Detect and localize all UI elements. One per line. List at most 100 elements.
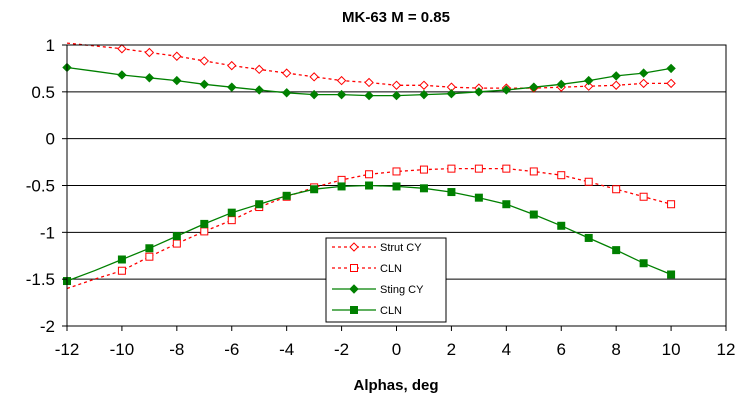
legend-label-1: Strut CY	[380, 242, 422, 254]
data-point-4-cln	[365, 181, 374, 190]
y-tick-label: 0.5	[31, 83, 55, 102]
data-point-4-cln	[392, 182, 401, 191]
data-point-3-sting-cy	[529, 82, 539, 92]
legend-label-3: Sting CY	[380, 284, 424, 296]
data-point-4-cln	[419, 184, 428, 193]
data-point-1-strut-cy	[199, 56, 209, 66]
legend-marker-3	[349, 284, 359, 294]
data-point-3-sting-cy	[611, 71, 621, 81]
data-point-4-cln	[337, 182, 346, 191]
data-point-4-cln	[502, 200, 511, 209]
data-point-4-cln	[639, 259, 648, 268]
data-point-3-sting-cy	[584, 75, 594, 86]
data-point-3-sting-cy	[117, 70, 127, 80]
data-point-3-sting-cy	[227, 82, 237, 92]
data-point-3-sting-cy	[391, 90, 402, 101]
data-point-3-sting-cy	[556, 79, 566, 90]
data-point-3-sting-cy	[309, 89, 319, 100]
data-point-2-cln	[392, 167, 401, 176]
legend-label-2: CLN	[380, 263, 402, 275]
data-point-2-cln	[502, 164, 511, 173]
data-point-3-sting-cy	[144, 73, 155, 83]
data-point-3-sting-cy	[638, 68, 649, 78]
data-point-3-sting-cy	[474, 87, 484, 97]
data-point-4-cln	[667, 270, 676, 279]
x-tick-label: -4	[279, 340, 294, 359]
data-point-1-strut-cy	[611, 80, 621, 90]
data-point-3-sting-cy	[199, 79, 209, 90]
data-point-2-cln	[667, 200, 676, 209]
data-point-1-strut-cy	[364, 77, 374, 88]
y-tick-label: -1	[40, 223, 55, 242]
x-tick-label: -12	[55, 340, 80, 359]
x-tick-label: -6	[224, 340, 239, 359]
data-point-4-cln	[612, 246, 621, 255]
legend-marker-1	[349, 242, 359, 252]
data-point-3-sting-cy	[172, 75, 182, 86]
data-point-2-cln	[557, 171, 566, 180]
legend-marker-2	[350, 264, 358, 272]
x-tick-label: 2	[447, 340, 456, 359]
data-point-4-cln	[172, 232, 181, 241]
data-point-3-sting-cy	[501, 85, 512, 95]
y-tick-label: -2	[40, 317, 55, 336]
legend-box	[325, 237, 447, 323]
x-axis-label: Alphas, deg	[353, 377, 438, 394]
data-point-2-cln	[200, 227, 209, 236]
series-line-1-strut-cy	[66, 42, 672, 89]
data-point-4-cln	[310, 185, 319, 194]
data-point-4-cln	[200, 219, 209, 228]
legend-entries: Strut CY CLN Sting CY CLN	[332, 242, 424, 317]
x-tick-label: -10	[110, 340, 135, 359]
data-point-4-cln	[529, 210, 538, 219]
data-point-2-cln	[365, 170, 374, 179]
y-tick-label: 1	[46, 36, 55, 55]
data-point-1-strut-cy	[281, 68, 292, 78]
series-line-2-cln	[66, 167, 672, 290]
legend: Strut CY CLN Sting CY CLN	[325, 237, 447, 323]
data-point-1-strut-cy	[172, 51, 182, 61]
x-tick-label: 0	[392, 340, 401, 359]
data-point-3-sting-cy	[336, 89, 347, 100]
data-point-4-cln	[117, 255, 126, 264]
chart-title: MK-63 M = 0.85	[342, 9, 450, 26]
x-tick-labels: -12 -10 -8 -6 -4 -2 0 2 4 6 8 10 12	[55, 340, 736, 359]
data-point-3-sting-cy	[254, 85, 264, 95]
data-point-3-sting-cy	[364, 90, 374, 101]
data-point-1-strut-cy	[336, 75, 347, 86]
data-point-2-cln	[337, 175, 346, 184]
x-tick-label: 4	[502, 340, 511, 359]
data-point-4-cln	[447, 188, 456, 197]
x-tick-label: -8	[169, 340, 184, 359]
data-point-1-strut-cy	[144, 47, 155, 58]
x-tick-label: 8	[611, 340, 620, 359]
data-point-4-cln	[557, 221, 566, 230]
data-point-2-cln	[227, 216, 236, 225]
axes	[62, 44, 727, 331]
legend-marker-4	[350, 306, 358, 314]
data-point-3-sting-cy	[281, 88, 292, 98]
data-point-4-cln	[584, 233, 593, 242]
y-tick-label: 0	[46, 130, 55, 149]
data-point-4-cln	[227, 208, 236, 217]
data-point-1-strut-cy	[391, 80, 402, 90]
x-tick-label: -2	[334, 340, 349, 359]
data-point-1-strut-cy	[638, 78, 649, 89]
legend-label-4: CLN	[380, 305, 402, 317]
x-tick-label: 12	[717, 340, 736, 359]
data-point-1-strut-cy	[227, 60, 237, 71]
data-point-3-sting-cy	[446, 88, 457, 99]
plot-markers	[62, 44, 676, 286]
y-tick-label: -1.5	[26, 270, 55, 289]
data-point-4-cln	[474, 193, 483, 202]
x-tick-label: 10	[662, 340, 681, 359]
data-point-2-cln	[172, 239, 181, 248]
y-tick-label: -0.5	[26, 177, 55, 196]
data-point-2-cln	[639, 192, 648, 201]
data-point-3-sting-cy	[419, 89, 429, 100]
data-point-1-strut-cy	[666, 78, 676, 89]
data-point-1-strut-cy	[254, 64, 264, 75]
data-point-4-cln	[282, 191, 291, 200]
data-point-2-cln	[584, 177, 593, 186]
